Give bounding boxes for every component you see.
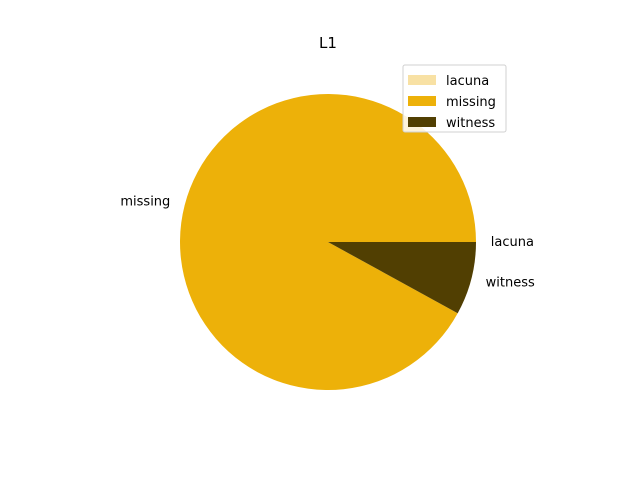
legend-label-witness: witness [446,116,495,131]
slice-labels: lacuna missing witness [120,195,535,291]
legend-label-lacuna: lacuna [446,74,489,89]
legend-swatch-lacuna [408,75,436,85]
legend-swatch-missing [408,96,436,106]
legend: lacuna missing witness [402,64,507,133]
chart-title: L1 [319,34,337,52]
legend-swatch-witness [408,117,436,127]
legend-label-missing: missing [446,95,496,110]
slice-label-missing: missing [120,195,170,210]
slice-label-lacuna: lacuna [491,235,534,250]
pie-slice-missing [180,94,477,391]
slice-label-witness: witness [486,275,535,290]
pie-slices [180,94,477,391]
pie-slice-witness [328,242,476,314]
